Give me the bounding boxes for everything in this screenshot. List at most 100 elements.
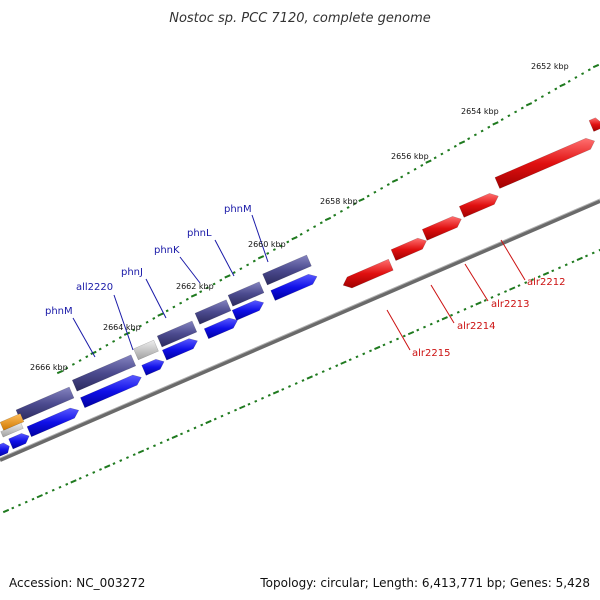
outer-tick [487,125,491,129]
gene-label-phnL[interactable]: phnL [187,228,212,239]
outer-tick [358,197,365,202]
outer-tick [319,221,323,225]
outer-tick [246,263,250,267]
accession-text: Accession: NC_003272 [9,576,146,590]
grey-gene [0,422,24,438]
gene-label-phnM-2[interactable]: phnM [45,306,73,317]
inner-tick [159,441,163,445]
outer-tick [559,83,566,88]
gene-label-alr2213[interactable]: alr2213 [491,299,529,310]
gene-label-alr2215[interactable]: alr2215 [412,348,450,359]
gene-label-all2220[interactable]: all2220 [76,282,113,293]
forward-gene-inner [0,442,10,457]
outer-tick [179,301,183,305]
inner-tick [70,479,77,484]
forward-gene-outer [262,254,312,286]
inner-tick [348,358,352,362]
inner-tick [407,330,415,336]
forward-gene-inner [203,317,238,340]
inner-tick [598,248,600,252]
inner-tick [294,382,298,385]
inner-tick [355,355,359,359]
outer-tick [98,347,102,351]
inner-tick [234,408,237,412]
inner-tick [576,256,583,262]
label-leaders [72,214,526,358]
kbp-label: 2652 kbp [531,62,569,71]
outer-tick [165,309,169,313]
inner-tick [463,307,467,311]
inner-tick [132,453,136,457]
outer-tick [366,194,370,198]
inner-tick [441,316,448,321]
reverse-gene [390,237,427,261]
outer-tick [252,259,256,263]
inner-tick [374,345,381,350]
inner-tick [517,284,521,287]
inner-tick [205,419,212,425]
kbp-label: 2664 kbp [103,323,141,332]
outer-tick [224,274,231,279]
outer-tick [353,202,357,206]
inner-tick [137,449,145,454]
outer-tick [433,156,437,160]
reverse-leader-line [386,309,411,351]
reverse-gene [342,258,394,289]
forward-leader-line [251,214,269,263]
gene-label-phnK[interactable]: phnK [154,245,180,256]
outer-tick [190,293,198,298]
kbp-label: 2666 kbp [30,363,68,372]
kbp-label: 2656 kbp [391,152,429,161]
inner-tick [475,301,482,306]
outer-tick [219,278,223,282]
outer-tick [567,79,571,83]
inner-tick [36,494,43,499]
outer-tick [132,328,136,332]
outer-tick [78,359,82,362]
gene-label-alr2214[interactable]: alr2214 [457,321,495,332]
forward-gene-outer [156,320,198,348]
outer-tick [406,171,410,175]
reverse-gene [494,137,596,189]
inner-tick [65,482,69,486]
outer-tick [346,206,350,209]
forward-gene-outer [194,299,232,325]
inner-tick [436,319,440,323]
inner-tick [99,468,102,471]
outer-tick [574,76,578,79]
kbp-label: 2660 kbp [248,240,286,249]
gene-label-phnM[interactable]: phnM [224,204,252,215]
inner-tick [564,263,568,267]
forward-leader-line [179,256,201,284]
inner-tick [92,471,96,474]
inner-tick [470,304,474,308]
outer-tick [425,159,432,164]
outer-tick [520,106,524,110]
outer-tick [554,87,558,91]
outer-tick [400,175,404,179]
gene-label-alr2212[interactable]: alr2212 [527,277,565,288]
outer-tick [138,324,142,328]
reverse-leader-line [430,284,455,324]
outer-tick [592,63,600,69]
inner-tick [267,393,271,397]
inner-tick [497,293,501,296]
outer-tick [145,320,149,324]
inner-tick [369,349,372,353]
inner-tick [531,278,534,282]
reverse-gene [588,117,600,132]
outer-tick [534,99,538,102]
outer-tick [525,102,533,107]
outer-tick [172,305,176,309]
outer-tick [299,232,303,236]
outer-tick [112,340,116,343]
inner-tick [490,296,494,299]
outer-tick [85,355,89,359]
forward-gene-inner [270,273,318,301]
inner-tick [126,456,129,460]
gene-label-phnJ[interactable]: phnJ [121,267,143,278]
outer-tick [306,229,310,232]
inner-tick [558,266,561,270]
inner-tick [58,485,62,489]
